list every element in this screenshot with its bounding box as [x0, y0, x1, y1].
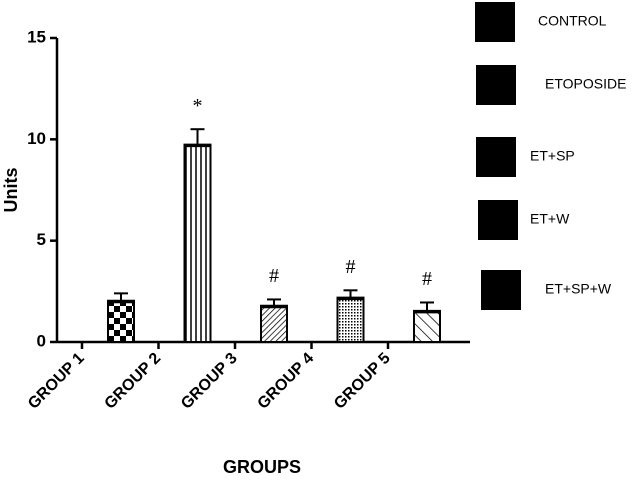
y-axis-label: Units [1, 168, 21, 213]
x-tick-label: GROUP 3 [178, 350, 241, 413]
annotation: # [422, 268, 432, 290]
bar [413, 310, 441, 344]
bar [183, 144, 212, 343]
x-tick-label: GROUP 4 [255, 350, 318, 413]
y-tick-label: 0 [37, 331, 46, 350]
x-tick-label: GROUP 5 [331, 350, 394, 413]
legend-label: ETOPOSIDE [545, 76, 626, 92]
legend-swatch [476, 137, 516, 177]
legend-label: ET+SP+W [545, 281, 612, 297]
x-tick-label: GROUP 1 [25, 350, 88, 413]
y-tick-label: 10 [27, 129, 46, 148]
legend-swatch [476, 65, 516, 105]
legend-swatch [478, 200, 518, 240]
legend-label: ET+W [530, 211, 570, 227]
bar [336, 297, 365, 343]
legend-label: CONTROL [538, 13, 607, 29]
x-axis-label: GROUPS [223, 457, 301, 477]
bar [260, 305, 288, 343]
y-tick-label: 15 [27, 27, 46, 46]
legend-swatch [475, 2, 515, 42]
y-tick-label: 5 [37, 230, 46, 249]
annotation: * [193, 95, 203, 117]
bar [107, 300, 135, 344]
x-tick-label: GROUP 2 [102, 350, 165, 413]
annotation: # [269, 265, 279, 287]
annotation: # [346, 256, 356, 278]
legend-label: ET+SP [530, 148, 575, 164]
legend-swatch [481, 270, 521, 310]
